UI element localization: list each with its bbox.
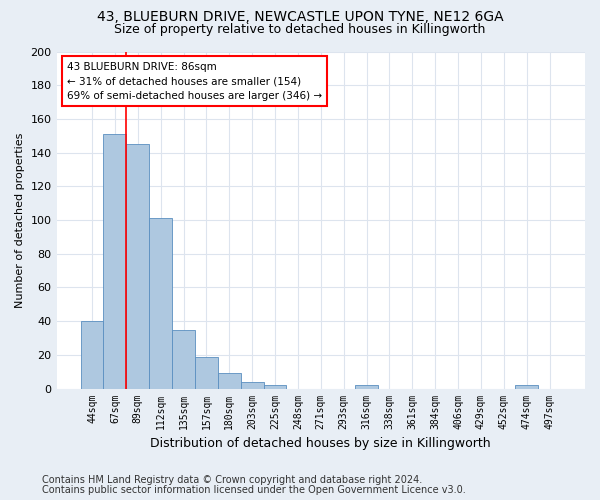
Bar	[218, 374, 241, 388]
Bar	[103, 134, 127, 388]
Bar	[195, 356, 218, 388]
Text: Contains HM Land Registry data © Crown copyright and database right 2024.: Contains HM Land Registry data © Crown c…	[42, 475, 422, 485]
Text: 43 BLUEBURN DRIVE: 86sqm
← 31% of detached houses are smaller (154)
69% of semi-: 43 BLUEBURN DRIVE: 86sqm ← 31% of detach…	[67, 62, 322, 101]
Bar	[127, 144, 149, 388]
Text: 43, BLUEBURN DRIVE, NEWCASTLE UPON TYNE, NE12 6GA: 43, BLUEBURN DRIVE, NEWCASTLE UPON TYNE,…	[97, 10, 503, 24]
Text: Contains public sector information licensed under the Open Government Licence v3: Contains public sector information licen…	[42, 485, 466, 495]
Text: Size of property relative to detached houses in Killingworth: Size of property relative to detached ho…	[115, 22, 485, 36]
Bar	[80, 321, 103, 388]
X-axis label: Distribution of detached houses by size in Killingworth: Distribution of detached houses by size …	[151, 437, 491, 450]
Y-axis label: Number of detached properties: Number of detached properties	[15, 132, 25, 308]
Bar	[149, 218, 172, 388]
Bar	[515, 385, 538, 388]
Bar	[241, 382, 263, 388]
Bar	[172, 330, 195, 388]
Bar	[355, 385, 378, 388]
Bar	[263, 385, 286, 388]
